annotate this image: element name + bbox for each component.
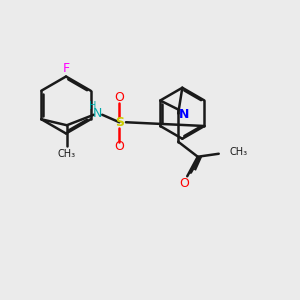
Text: O: O	[114, 91, 124, 104]
Text: CH₃: CH₃	[58, 149, 76, 159]
Text: F: F	[62, 62, 70, 76]
Text: N: N	[178, 108, 189, 121]
Text: H: H	[88, 101, 96, 111]
Text: S: S	[115, 116, 124, 129]
Text: O: O	[179, 177, 189, 190]
Text: N: N	[93, 107, 102, 120]
Text: O: O	[114, 140, 124, 153]
Text: CH₃: CH₃	[229, 147, 248, 157]
